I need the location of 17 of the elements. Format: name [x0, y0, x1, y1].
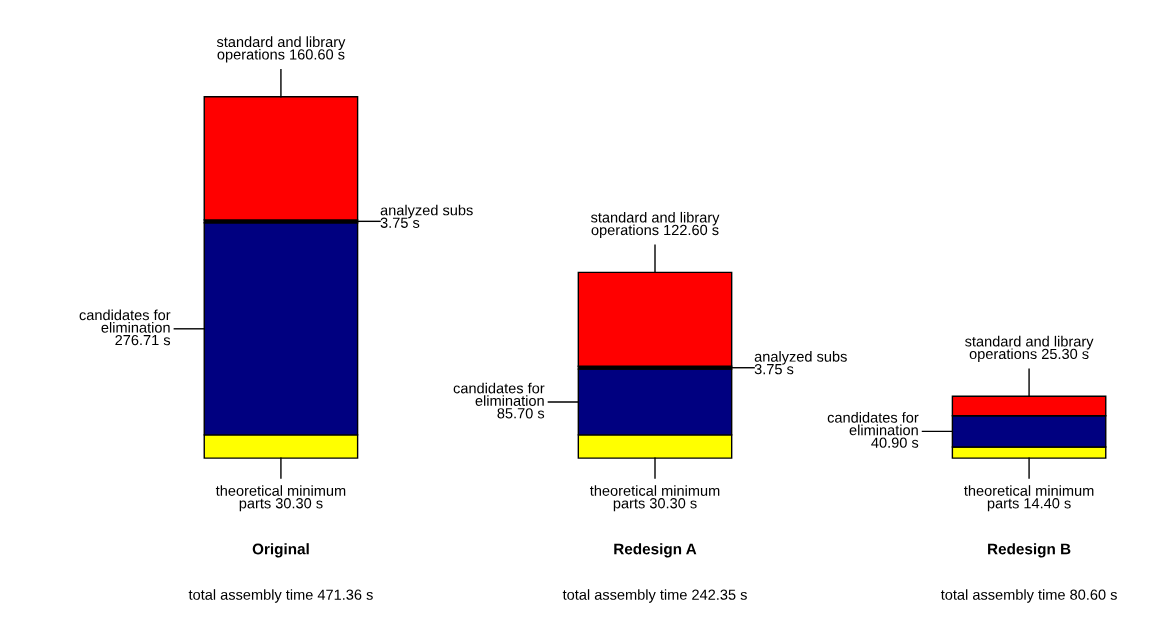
text: total assembly time 471.36 s: [188, 589, 373, 603]
x-tick-label: Redesign B: [988, 543, 1071, 558]
data-label: standard and library operations 160.60 s: [216, 36, 346, 63]
data-label: candidates for elimination 85.70 s: [453, 382, 545, 419]
data-label: theoretical minimum parts 30.30 s: [589, 485, 720, 512]
text: total assembly time 80.60 s: [940, 589, 1117, 603]
data-label: theoretical minimum parts 30.30 s: [215, 485, 346, 512]
data-label: candidates for elimination 276.71 s: [79, 309, 171, 346]
data-label: candidates for elimination 40.90 s: [827, 412, 919, 448]
x-tick-label: Redesign A: [614, 543, 697, 558]
data-label: standard and library operations 122.60 s: [590, 211, 720, 239]
data-label: analyzed subs 3.75 s: [380, 204, 473, 228]
data-label: standard and library operations 25.30 s: [965, 335, 1094, 362]
x-tick-label: Original: [252, 543, 309, 558]
data-label: theoretical minimum parts 14.40 s: [964, 485, 1094, 512]
data-label: analyzed subs 3.75 s: [754, 351, 847, 375]
text: total assembly time 242.35 s: [562, 589, 747, 603]
